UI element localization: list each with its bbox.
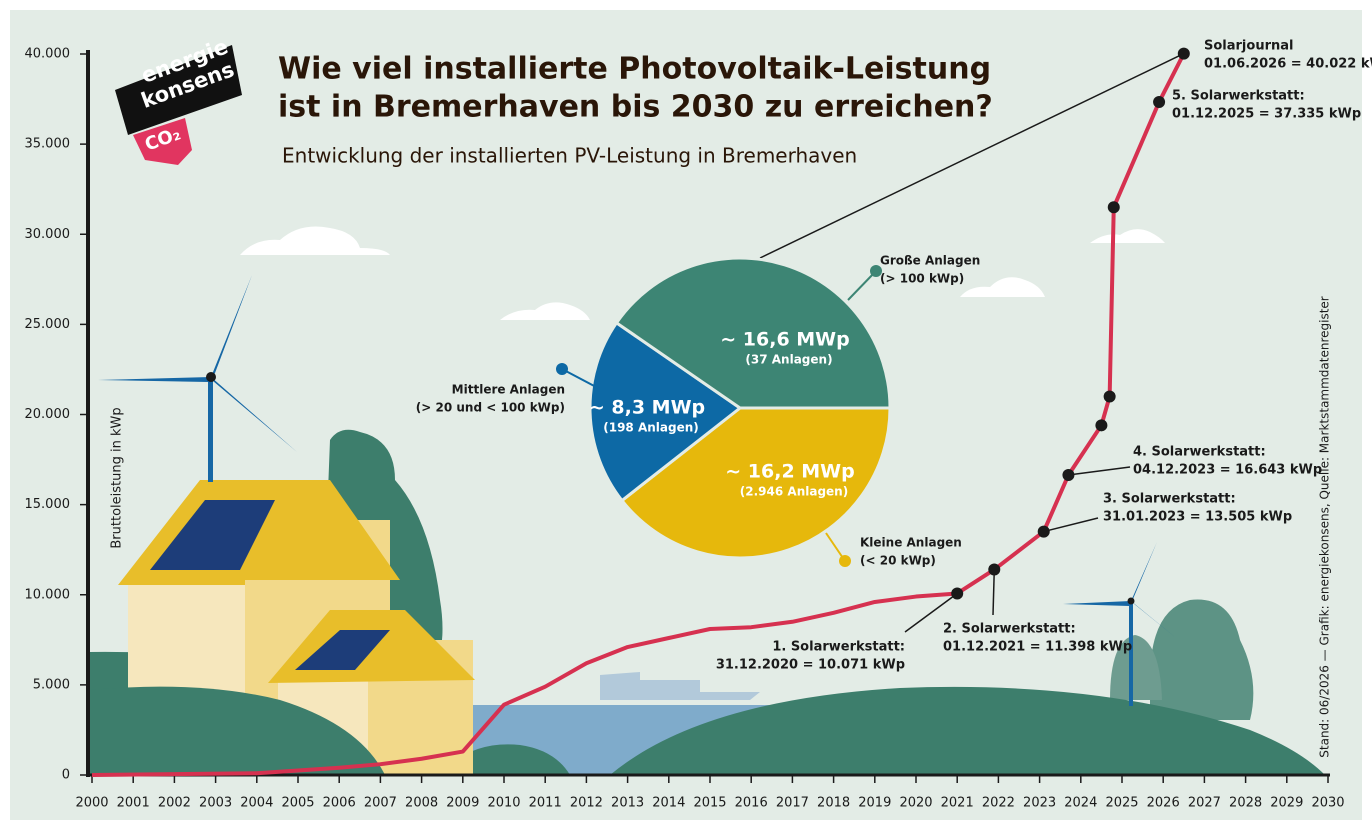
point	[1103, 390, 1116, 403]
pie-slice	[588, 320, 743, 503]
leader-line	[759, 52, 1185, 259]
x-tick-label: 2007	[364, 796, 397, 811]
x-tick-label: 2021	[941, 796, 974, 811]
y-tick-label: 40.000	[25, 47, 71, 62]
legend-label: (> 100 kWp)	[880, 272, 964, 286]
x-tick-label: 2011	[529, 796, 562, 811]
x-tick-label: 2006	[323, 796, 356, 811]
leader-line	[904, 592, 958, 633]
point	[1095, 419, 1108, 432]
clouds	[240, 226, 1165, 320]
legend-label: Kleine Anlagen	[860, 536, 962, 550]
annotation: 31.12.2020 = 10.071 kWp	[716, 658, 905, 673]
tree	[1110, 635, 1162, 700]
x-tick-label: 2024	[1064, 796, 1097, 811]
x-tick-label: 2018	[817, 796, 850, 811]
line	[91, 52, 1186, 777]
annotation: 31.01.2023 = 13.505 kWp	[1103, 510, 1292, 525]
x-tick-label: 2020	[899, 796, 932, 811]
tree	[1150, 599, 1254, 720]
x-tick-label: 2019	[858, 796, 891, 811]
legend-label: (< 20 kWp)	[860, 554, 936, 568]
wind-turbine	[98, 275, 297, 482]
legend-label: Mittlere Anlagen	[452, 383, 565, 397]
legend-label: (> 20 und < 100 kWp)	[416, 401, 565, 415]
annotation: 04.12.2023 = 16.643 kWp	[1133, 463, 1322, 478]
x-tick-label: 2005	[281, 796, 314, 811]
slice-count: (2.946 Anlagen)	[740, 485, 848, 499]
x-tick-label: 2027	[1188, 796, 1221, 811]
y-axis-label: Bruttoleistung in kWp	[110, 407, 125, 548]
callout-dot	[839, 555, 851, 567]
annotation: 4. Solarwerkstatt:	[1133, 445, 1266, 460]
pie-slice	[614, 256, 892, 410]
legend-label: Große Anlagen	[880, 254, 980, 268]
leader-line	[1043, 517, 1099, 533]
annotation: 01.06.2026 = 40.022 kWp	[1204, 57, 1372, 72]
x-tick-label: 2022	[982, 796, 1015, 811]
annotation: 2. Solarwerkstatt:	[943, 622, 1076, 637]
x-tick-label: 2026	[1147, 796, 1180, 811]
x-tick-label: 2008	[405, 796, 438, 811]
x-tick-label: 2016	[735, 796, 768, 811]
annotation: Solarjournal	[1204, 39, 1293, 54]
callout-dot	[556, 363, 568, 375]
hill	[90, 686, 385, 775]
annotation: 3. Solarwerkstatt:	[1103, 492, 1236, 507]
x-tick-label: 2015	[693, 796, 726, 811]
x-tick-label: 2003	[199, 796, 232, 811]
callout-line	[561, 368, 599, 389]
x-tick-label: 2028	[1229, 796, 1262, 811]
slice-count: (198 Anlagen)	[603, 421, 699, 435]
y-tick-label: 25.000	[25, 317, 71, 332]
annotation: 01.12.2025 = 37.335 kWp	[1172, 107, 1361, 122]
chart-title: ist in Bremerhaven bis 2030 zu erreichen…	[278, 90, 993, 125]
y-tick-label: 0	[62, 768, 70, 783]
wind-turbine	[1063, 542, 1175, 706]
annotation: 1. Solarwerkstatt:	[772, 640, 905, 655]
x-tick-label: 2010	[487, 796, 520, 811]
pie-slice	[619, 406, 892, 560]
point	[1107, 201, 1120, 214]
callout-line	[847, 270, 877, 301]
slice-value: ~ 16,2 MWp	[725, 461, 855, 483]
x-tick-label: 2000	[75, 796, 108, 811]
ship	[600, 672, 760, 700]
callout-dot	[870, 265, 882, 277]
x-tick-label: 2002	[158, 796, 191, 811]
slice-count: (37 Anlagen)	[745, 353, 832, 367]
point	[1153, 96, 1166, 109]
annotation: 5. Solarwerkstatt:	[1172, 89, 1305, 104]
y-tick-label: 30.000	[25, 227, 71, 242]
x-tick-label: 2017	[776, 796, 809, 811]
x-tick-label: 2013	[611, 796, 644, 811]
y-tick-label: 5.000	[33, 677, 70, 692]
x-tick-label: 2023	[1023, 796, 1056, 811]
leader-line	[1068, 466, 1131, 476]
hill	[610, 686, 1325, 775]
x-tick-label: 2009	[446, 796, 479, 811]
x-tick-label: 2014	[652, 796, 685, 811]
y-tick-label: 15.000	[25, 497, 71, 512]
y-tick-label: 20.000	[25, 407, 71, 422]
y-tick-label: 35.000	[25, 137, 71, 152]
x-tick-label: 2029	[1270, 796, 1303, 811]
leader-line	[992, 569, 996, 616]
source: Stand: 06/2026 — Grafik: energiekonsens,…	[1318, 296, 1332, 758]
y-tick-label: 10.000	[25, 587, 71, 602]
chart-subtitle: Entwicklung der installierten PV-Leistun…	[282, 144, 857, 168]
chart-title: Wie viel installierte Photovoltaik-Leist…	[278, 52, 991, 87]
slice-value: ~ 8,3 MWp	[589, 397, 705, 419]
x-tick-label: 2001	[117, 796, 150, 811]
annotation: 01.12.2021 = 11.398 kWp	[943, 640, 1132, 655]
x-tick-label: 2004	[240, 796, 273, 811]
x-tick-label: 2025	[1105, 796, 1138, 811]
slice-value: ~ 16,6 MWp	[720, 329, 850, 351]
x-tick-label: 2030	[1311, 796, 1344, 811]
x-tick-label: 2012	[570, 796, 603, 811]
